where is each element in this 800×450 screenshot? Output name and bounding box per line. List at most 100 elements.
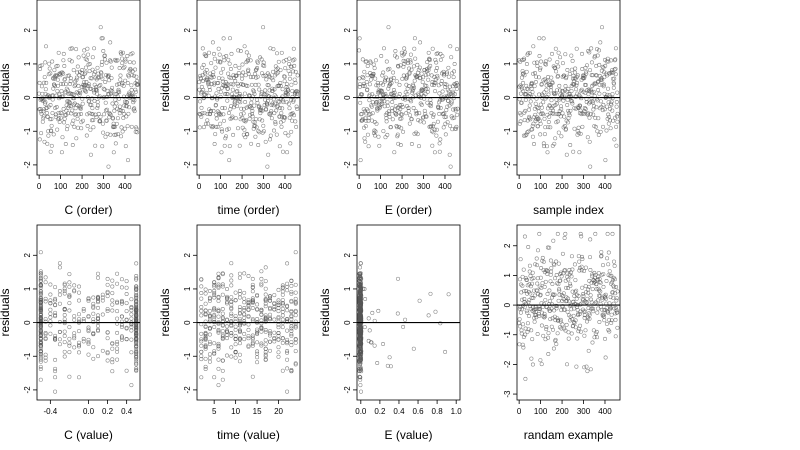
data-point: [285, 284, 290, 289]
data-point: [216, 309, 221, 313]
data-point: [38, 325, 43, 330]
data-point: [424, 73, 429, 78]
data-point: [597, 91, 602, 96]
data-point: [260, 108, 265, 113]
data-point: [134, 368, 139, 373]
data-point: [381, 82, 385, 87]
data-point: [207, 332, 212, 337]
data-point: [615, 310, 620, 315]
data-point: [543, 59, 548, 64]
data-point: [62, 329, 67, 334]
data-point: [572, 126, 577, 131]
data-point: [564, 285, 569, 290]
data-point: [556, 112, 561, 117]
data-point: [527, 314, 531, 318]
data-point: [246, 298, 251, 303]
data-point: [44, 105, 49, 110]
data-point: [246, 327, 251, 332]
data-point: [203, 308, 208, 313]
data-point: [599, 253, 604, 258]
data-point: [100, 295, 105, 300]
data-point: [378, 104, 383, 109]
data-point: [236, 71, 241, 75]
data-point: [552, 308, 557, 313]
data-point: [207, 308, 212, 313]
data-point: [227, 144, 232, 149]
data-point: [582, 74, 587, 79]
data-point: [283, 66, 288, 71]
data-point: [595, 277, 600, 282]
data-point: [226, 71, 231, 76]
data-point: [38, 310, 43, 314]
data-point: [538, 66, 543, 71]
data-point: [241, 82, 246, 87]
data-point: [409, 67, 414, 72]
data-point: [60, 94, 65, 99]
data-point: [96, 74, 101, 79]
data-point: [292, 57, 297, 62]
data-point: [199, 343, 204, 348]
data-point: [441, 71, 446, 76]
data-point: [430, 143, 435, 148]
data-point: [68, 82, 72, 86]
data-point: [104, 60, 109, 65]
data-point: [38, 269, 43, 274]
data-point: [212, 349, 217, 354]
data-point: [272, 336, 277, 341]
data-point: [614, 285, 619, 289]
data-point: [603, 158, 608, 163]
data-point: [61, 82, 65, 87]
data-point: [295, 73, 300, 78]
data-point: [65, 88, 70, 93]
data-point: [522, 297, 527, 301]
data-point: [259, 321, 264, 326]
data-point: [397, 103, 402, 107]
data-point: [575, 336, 580, 341]
data-point: [293, 340, 298, 345]
data-point: [38, 283, 43, 288]
data-point: [212, 308, 217, 313]
y-tick-label: 1: [183, 61, 192, 66]
data-point: [293, 301, 298, 306]
data-point: [280, 325, 285, 330]
data-point: [111, 124, 116, 129]
data-point: [220, 76, 225, 81]
data-point: [91, 295, 96, 300]
data-point: [223, 92, 228, 96]
data-point: [127, 60, 132, 65]
data-point: [37, 91, 42, 96]
data-point: [549, 98, 554, 103]
data-point: [72, 336, 77, 341]
data-point: [100, 312, 105, 317]
plot-frame: [196, 224, 301, 401]
data-point: [206, 93, 211, 98]
data-point: [609, 102, 614, 107]
y-tick-label: -1: [23, 352, 32, 360]
data-point: [438, 57, 443, 62]
data-point: [134, 287, 139, 292]
data-point: [609, 320, 614, 325]
data-point: [263, 338, 268, 343]
data-point: [110, 369, 115, 374]
data-point: [286, 88, 291, 93]
data-point: [594, 329, 599, 334]
data-point: [263, 286, 268, 291]
data-point: [250, 298, 255, 303]
data-point: [68, 76, 73, 81]
data-point: [134, 333, 139, 338]
data-point: [119, 285, 124, 290]
x-tick-label: 100: [534, 407, 548, 416]
data-point: [241, 111, 246, 116]
data-point: [244, 105, 249, 110]
data-point: [585, 135, 590, 140]
data-point: [243, 135, 248, 140]
data-point: [210, 96, 214, 101]
data-point: [124, 309, 129, 314]
data-point: [561, 89, 566, 94]
data-point: [546, 331, 551, 336]
data-point: [449, 101, 454, 106]
data-point: [222, 106, 227, 111]
y-tick-label: 2: [23, 28, 32, 33]
data-point: [113, 57, 118, 62]
